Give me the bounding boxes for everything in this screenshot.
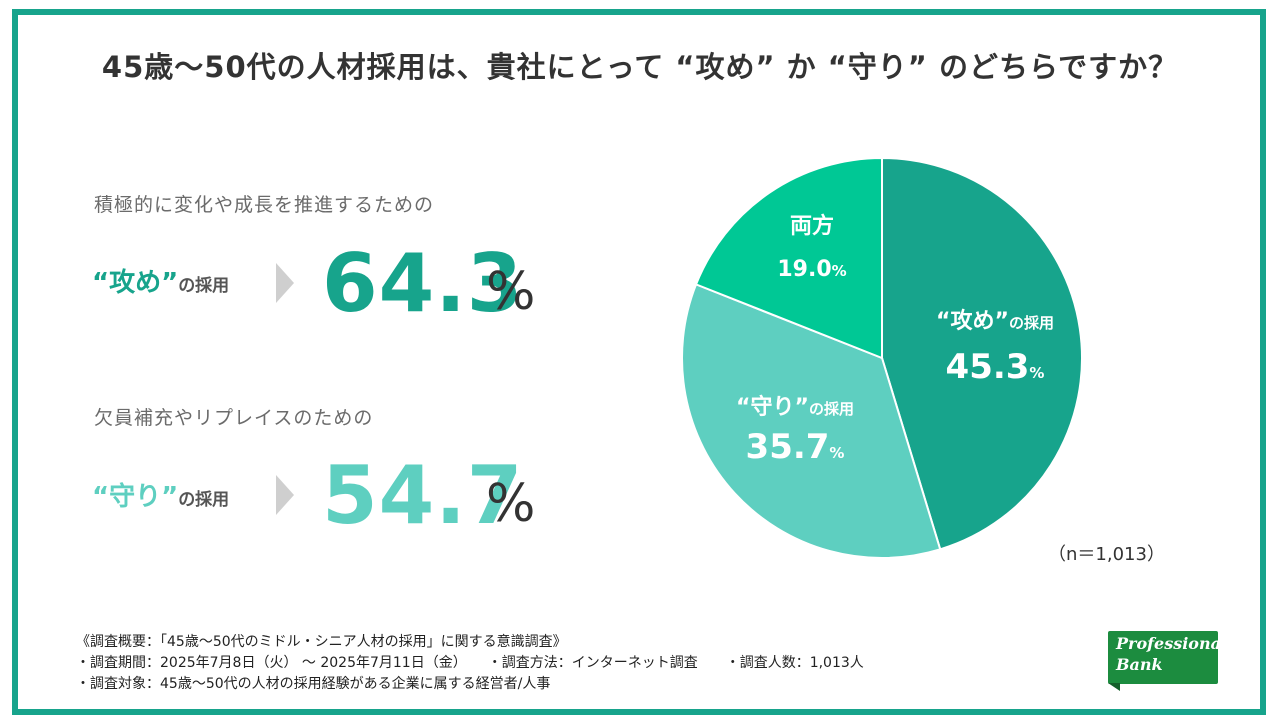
footer-line-1: 《調査概要：「45歳〜50代のミドル・シニア人材の採用」に関する意識調査》: [76, 634, 567, 650]
pie-label-0: “攻め”の採用: [936, 308, 1054, 334]
defend-label: “守り”の採用: [92, 476, 229, 513]
logo-line-1: Professional: [1116, 634, 1228, 653]
survey-footer: 《調査概要：「45歳〜50代のミドル・シニア人材の採用」に関する意識調査》 ・調…: [76, 632, 864, 695]
footer-line-2: ・調査期間：2025年7月8日（火） 〜 2025年7月11日（金） ・調査方法…: [76, 655, 864, 671]
pie-value-2: 19.0%: [777, 257, 846, 282]
defend-unit: %: [486, 474, 536, 534]
sample-size-note: （n＝1,013）: [1048, 544, 1165, 565]
logo-line-2: Bank: [1116, 655, 1163, 674]
attack-quote: “攻め”: [92, 268, 179, 298]
attack-label: “攻め”の採用: [92, 262, 229, 299]
defend-suffix: の採用: [178, 490, 230, 510]
pie-label-1: “守り”の採用: [736, 394, 854, 420]
pie-value-1: 35.7%: [746, 427, 845, 467]
pie-label-2: 両方: [790, 213, 834, 239]
slide-frame: [12, 9, 1266, 715]
pie-slice-0: [881, 156, 1083, 551]
attack-lead-text: 積極的に変化や成長を推進するための: [94, 194, 435, 216]
attack-unit: %: [486, 262, 536, 322]
attack-value: 64.3: [322, 237, 524, 330]
pie-slice-1: [681, 283, 942, 559]
pie-value-0: 45.3%: [946, 347, 1045, 387]
defend-arrow-icon: [276, 475, 294, 515]
footer-line-3: ・調査対象：45歳〜50代の人材の採用経験がある企業に属する経営者/人事: [76, 676, 551, 692]
defend-lead-text: 欠員補充やリプレイスのための: [94, 407, 374, 429]
pie-slice-2: [694, 156, 883, 360]
defend-value: 54.7: [322, 449, 524, 542]
chart-title: 45歳〜50代の人材採用は、貴社にとって “攻め” か “守り” のどちらですか…: [101, 50, 1179, 84]
logo-tail: [1108, 683, 1120, 691]
professional-bank-logo: Professional Bank: [1108, 631, 1227, 684]
defend-quote: “守り”: [92, 482, 179, 512]
attack-arrow-icon: [276, 263, 294, 303]
attack-suffix: の採用: [178, 276, 230, 296]
